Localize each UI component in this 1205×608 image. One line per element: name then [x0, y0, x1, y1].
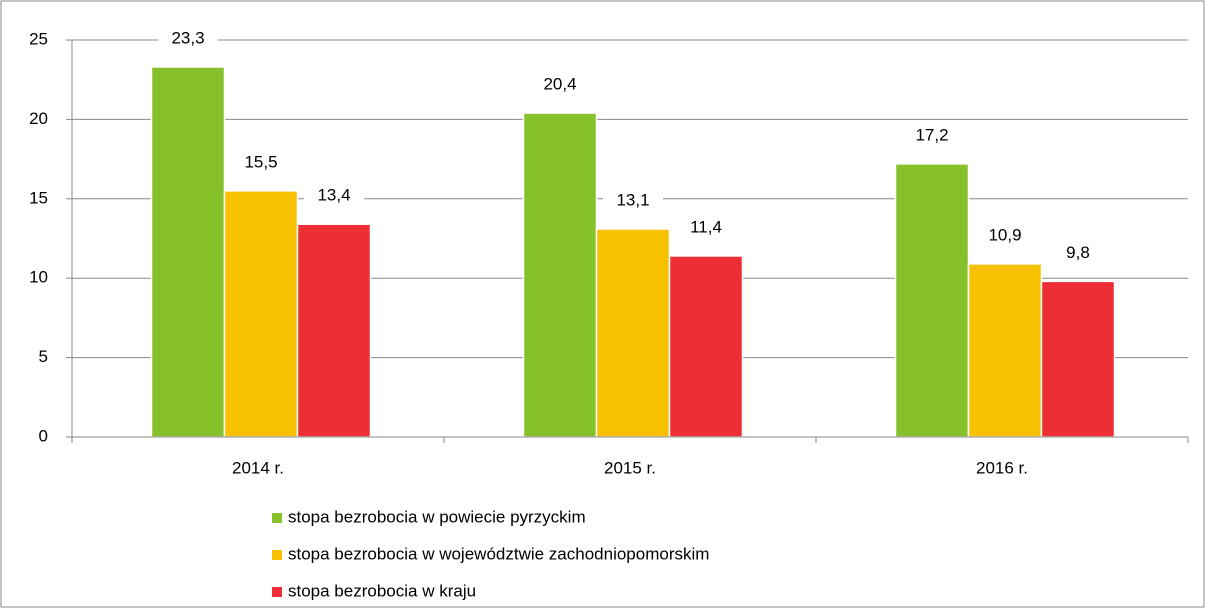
bar — [150, 66, 226, 438]
y-tick-label: 15 — [29, 188, 48, 207]
legend-label: stopa bezrobocia w kraju — [288, 581, 476, 600]
data-label: 9,8 — [1066, 243, 1090, 262]
data-label: 15,5 — [244, 152, 277, 171]
data-label: 20,4 — [543, 75, 576, 94]
x-tick-label: 2015 r. — [604, 458, 656, 477]
x-tick-label: 2016 r. — [976, 458, 1028, 477]
y-tick-label: 0 — [39, 426, 48, 445]
bar — [223, 190, 299, 438]
label-background — [304, 184, 364, 209]
legend-swatch — [272, 550, 282, 560]
label-background — [676, 215, 736, 240]
bar — [522, 112, 598, 438]
bar — [1040, 280, 1116, 438]
label-background — [603, 188, 663, 213]
data-label: 23,3 — [171, 28, 204, 47]
label-background — [1048, 241, 1108, 266]
bar — [296, 223, 372, 438]
legend-label: stopa bezrobocia w powiecie pyrzyckim — [288, 507, 586, 526]
legend-swatch — [272, 587, 282, 597]
y-tick-label: 10 — [29, 268, 48, 287]
label-background — [902, 123, 962, 148]
data-label: 10,9 — [988, 225, 1021, 244]
label-background — [231, 150, 291, 175]
bar — [894, 163, 970, 438]
bar — [668, 255, 744, 438]
data-label: 13,1 — [616, 190, 649, 209]
label-background — [530, 73, 590, 98]
data-label: 17,2 — [915, 125, 948, 144]
legend-label: stopa bezrobocia w województwie zachodni… — [288, 544, 709, 563]
x-tick-label: 2014 r. — [232, 458, 284, 477]
label-background — [975, 223, 1035, 248]
data-label: 11,4 — [690, 217, 722, 236]
y-tick-label: 5 — [39, 347, 48, 366]
data-label: 13,4 — [317, 186, 350, 205]
label-background — [158, 26, 218, 51]
bar — [595, 228, 671, 438]
y-tick-label: 25 — [29, 29, 48, 48]
bar — [967, 263, 1043, 438]
legend-swatch — [272, 513, 282, 523]
y-tick-label: 20 — [29, 109, 48, 128]
